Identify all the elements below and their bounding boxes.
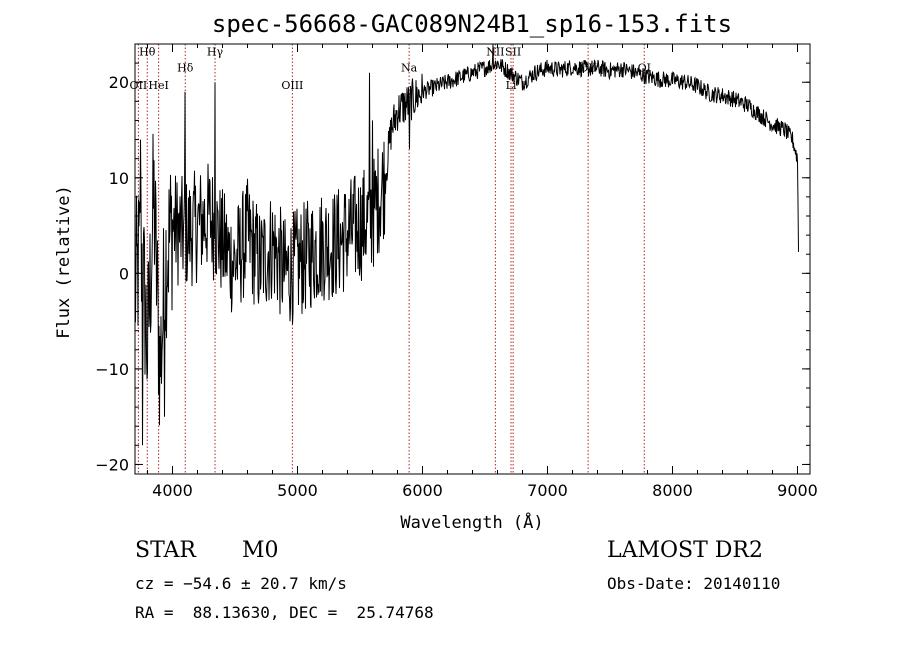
plot-frame (134, 43, 811, 475)
survey-name: LAMOST DR2 (607, 538, 763, 563)
y-tick-label: −10 (95, 360, 129, 379)
spectral-line-label: OII (130, 79, 148, 92)
redshift-text: cz = −54.6 ± 20.7 km/s (135, 574, 347, 593)
x-tick-label: 6000 (402, 481, 443, 500)
spectral-line-label: HeI (148, 79, 168, 92)
y-tick-label: 20 (109, 73, 129, 92)
y-axis-label: Flux (relative) (54, 185, 74, 339)
y-tick-label: −20 (95, 455, 129, 474)
obs-date-text: Obs-Date: 20140110 (607, 574, 781, 593)
spectrum-plot: spec-56668-GAC089N24B1_sp16-153.fits Flu… (54, 10, 818, 533)
object-class: STAR (135, 538, 196, 563)
spectral-line-label: Na (401, 62, 418, 75)
spectral-line-label: SII (505, 45, 521, 58)
spectral-line-label: OIII (281, 79, 303, 92)
axis-ticks: 4000 5000 6000 7000 8000 9000 −20 −10 0 10 20 (95, 44, 818, 500)
object-subclass: M0 (242, 538, 279, 563)
spectral-line-label: Hθ (139, 45, 156, 58)
spectral-line-label: Hγ (207, 45, 224, 58)
x-tick-label: 5000 (277, 481, 318, 500)
y-tick-label: 10 (109, 169, 129, 188)
spectrum-line (134, 43, 799, 446)
spectral-line-label: Hδ (177, 62, 194, 75)
chart-title: spec-56668-GAC089N24B1_sp16-153.fits (212, 10, 732, 38)
x-tick-label: 8000 (652, 481, 693, 500)
y-tick-label: 0 (119, 264, 129, 283)
spectral-line-label: Li (506, 79, 517, 92)
x-tick-label: 9000 (777, 481, 818, 500)
x-tick-label: 7000 (527, 481, 568, 500)
spectral-line-label: NII (486, 45, 504, 58)
radec-text: RA = 88.13630, DEC = 25.74768 (135, 603, 434, 622)
x-axis-label: Wavelength (Å) (400, 511, 543, 533)
x-tick-label: 4000 (152, 481, 193, 500)
